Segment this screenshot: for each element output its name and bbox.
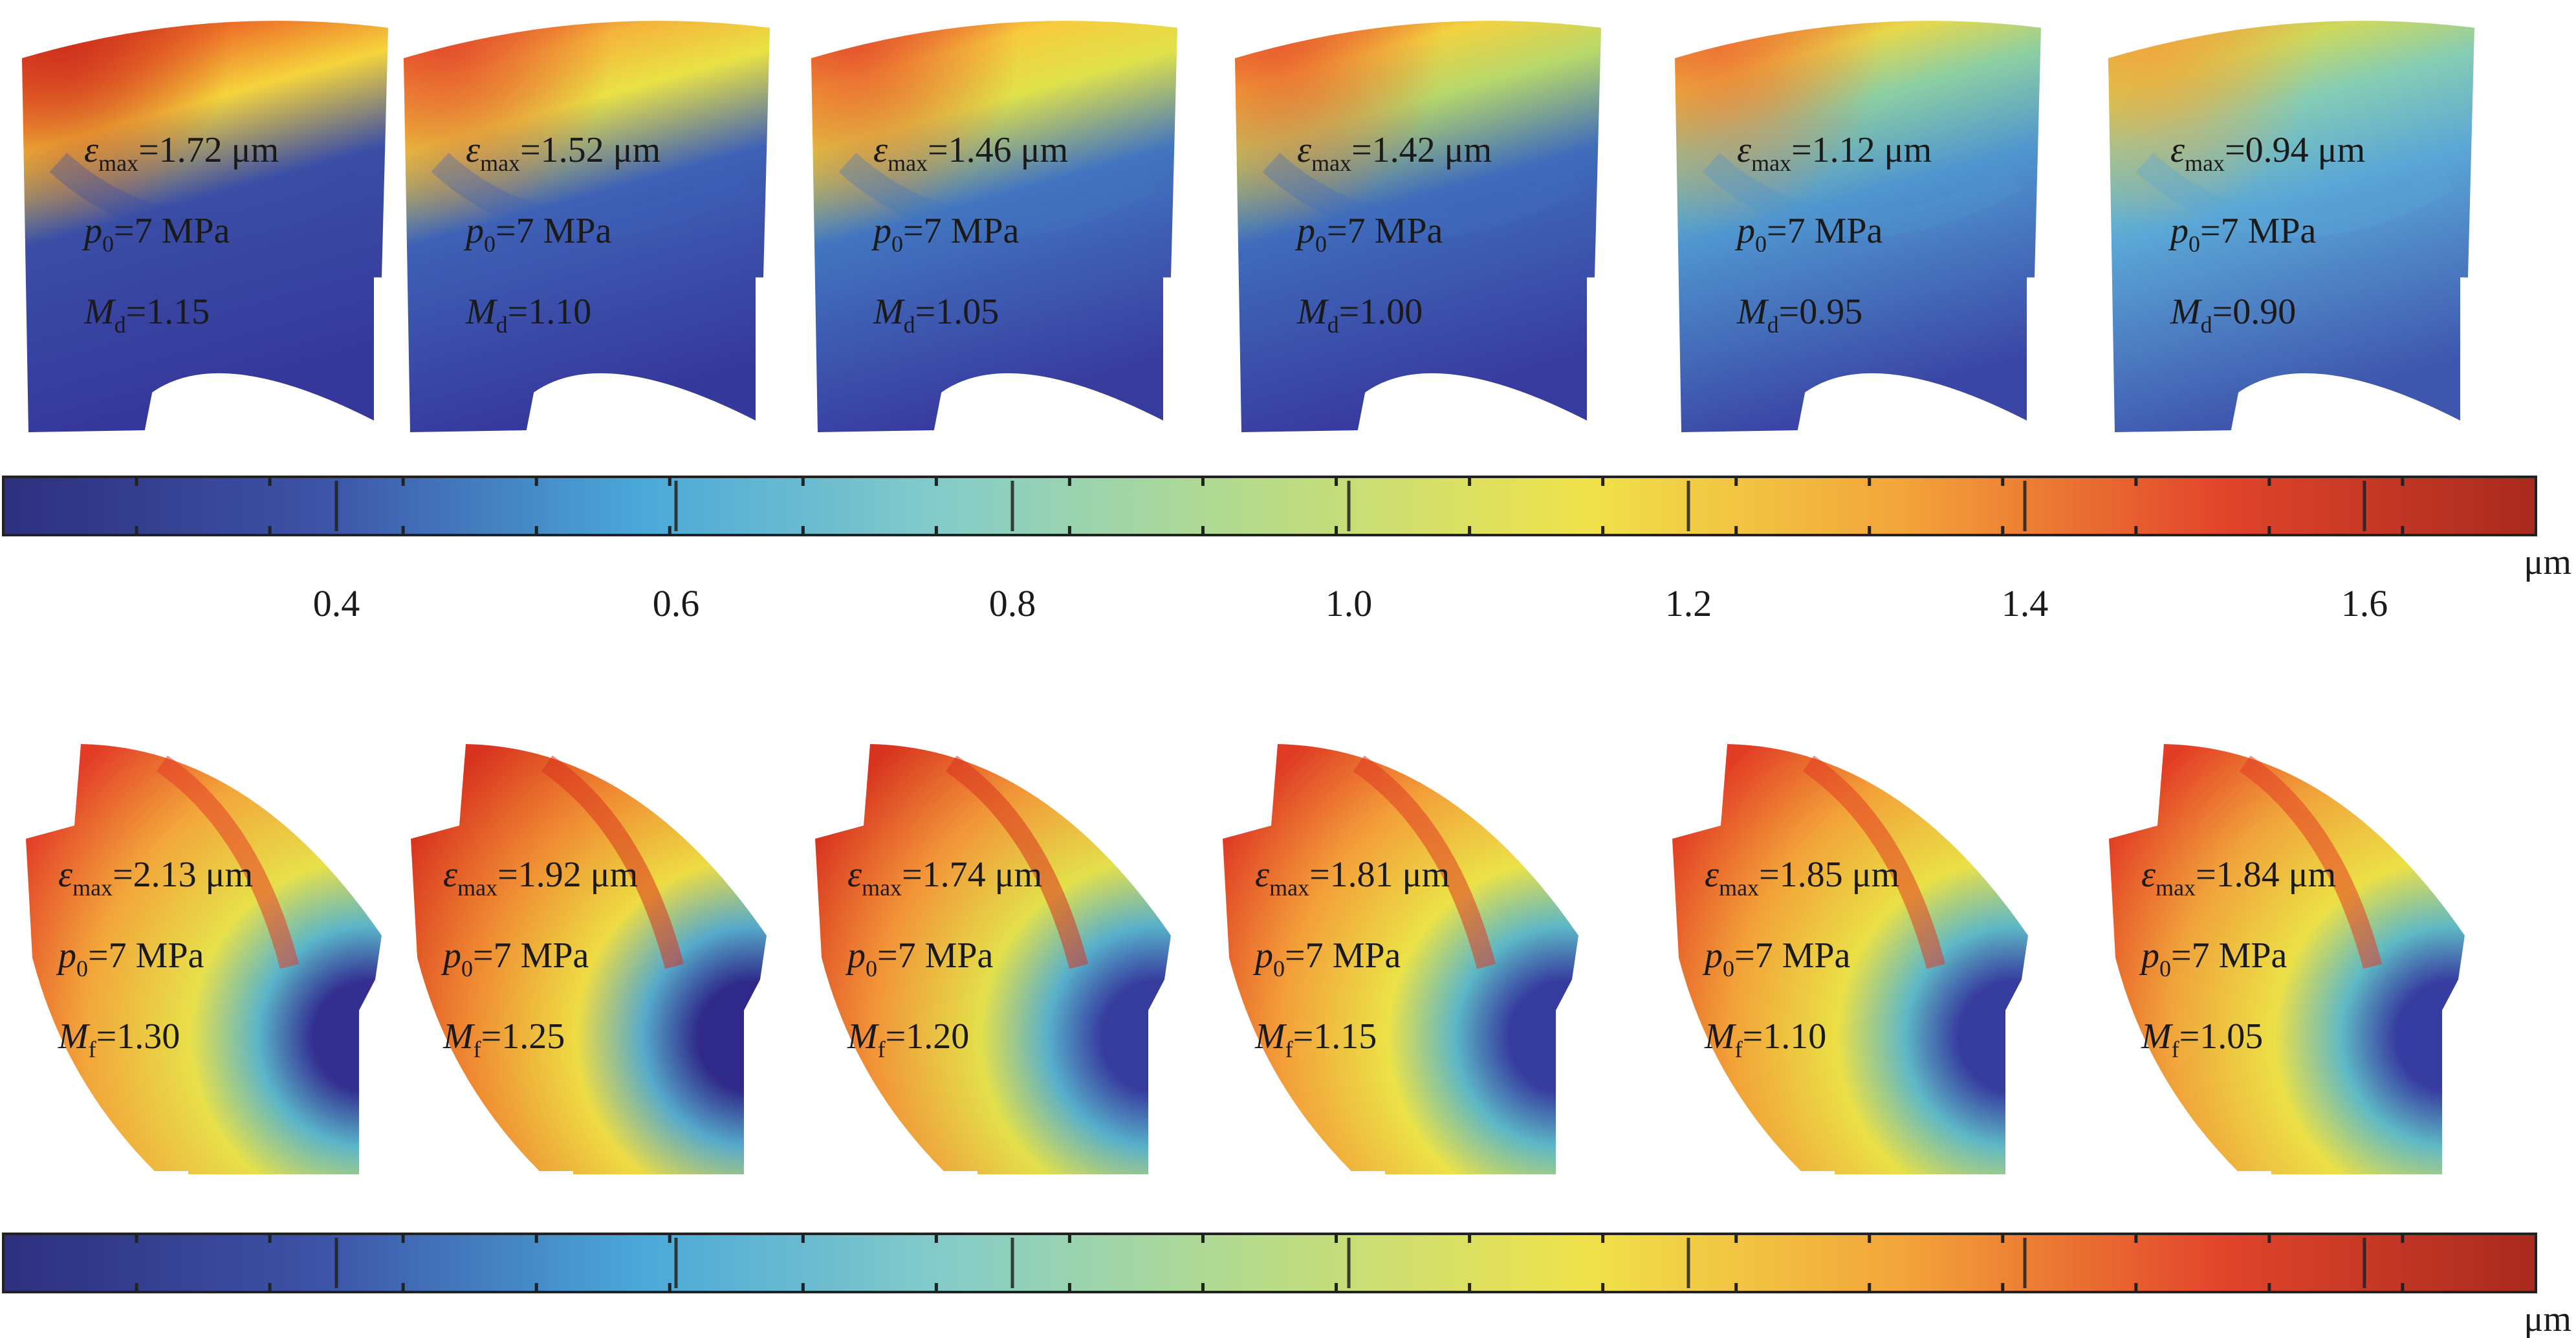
top-panel-2-band — [431, 153, 750, 237]
top-panel-2-hotspot — [404, 21, 770, 432]
bottom-panel-6-ridge — [2239, 755, 2383, 969]
top-panel-5-band — [1702, 153, 2022, 237]
bottom-panel-6-section — [2109, 744, 2465, 1174]
top-panel-1-band — [49, 153, 369, 237]
top-colorbar-tick-label: 0.6 — [653, 582, 700, 624]
bottom-panel-4-ridge — [1353, 755, 1496, 969]
top-panel-4-m-label: Md=1.00 — [1296, 292, 1423, 338]
bottom-panel-1-section — [26, 744, 382, 1174]
bottom-panel-6-pressure-label: p0=7 MPa — [2139, 936, 2287, 982]
top-panel-2-pressure-label: p0=7 MPa — [463, 211, 612, 257]
top-panel-1-eps-max-label: εmax=1.72 μm — [84, 130, 279, 176]
top-panel-3-band — [838, 153, 1158, 237]
bottom-panel-2-section — [411, 744, 767, 1174]
bottom-panel-5: εmax=1.85 μm p0=7 MPa Mf=1.10 — [1672, 744, 2028, 1174]
top-panel-1-hotspot — [22, 21, 388, 432]
bottom-panel-3-pressure-label: p0=7 MPa — [845, 936, 994, 982]
top-colorbar: 0.4 0.6 0.8 1.0 1.2 1.4 1.6 μm — [2, 476, 2571, 624]
bottom-panel-1: εmax=2.13 μm p0=7 MPa Mf=1.30 — [26, 744, 382, 1174]
bottom-panel-5-eps-max-label: εmax=1.85 μm — [1705, 855, 1899, 901]
bottom-panel-5-section — [1672, 744, 2028, 1174]
top-panel-6-m-label: Md=0.90 — [2170, 292, 2296, 338]
top-panel-5-m-label: Md=0.95 — [1736, 292, 1862, 338]
bottom-panel-2: εmax=1.92 μm p0=7 MPa Mf=1.25 — [411, 744, 767, 1174]
bottom-panel-6: εmax=1.84 μm p0=7 MPa Mf=1.05 — [2109, 744, 2465, 1174]
top-panel-4-band — [1262, 153, 1582, 237]
bottom-panel-6-m-label: Mf=1.05 — [2141, 1016, 2263, 1062]
top-panel-6-band — [2135, 153, 2455, 237]
top-colorbar-tick-label: 0.8 — [989, 582, 1036, 624]
top-panel-3-eps-max-label: εmax=1.46 μm — [873, 130, 1068, 176]
bottom-panel-5-m-label: Mf=1.10 — [1704, 1016, 1826, 1062]
top-colorbar-tick-label: 1.2 — [1665, 582, 1712, 624]
top-panel-5-eps-max-label: εmax=1.12 μm — [1737, 130, 1932, 176]
bottom-colorbar-unit-label: μm — [2524, 1299, 2571, 1338]
top-panel-5: εmax=1.12 μm p0=7 MPa Md=0.95 — [1675, 21, 2041, 432]
bottom-panel-6-eps-max-label: εmax=1.84 μm — [2141, 855, 2336, 901]
bottom-panel-4-section — [1223, 744, 1578, 1174]
bottom-panel-5-pressure-label: p0=7 MPa — [1702, 936, 1851, 982]
bottom-panel-2-eps-max-label: εmax=1.92 μm — [443, 855, 638, 901]
top-panel-3-m-label: Md=1.05 — [873, 292, 999, 338]
top-panel-3-pressure-label: p0=7 MPa — [871, 211, 1020, 257]
bottom-panel-3-section — [815, 744, 1171, 1174]
top-panel-3: εmax=1.46 μm p0=7 MPa Md=1.05 — [811, 21, 1177, 432]
bottom-panel-3-eps-max-label: εmax=1.74 μm — [847, 855, 1042, 901]
top-colorbar-unit-label: μm — [2524, 542, 2571, 582]
top-panel-2-eps-max-label: εmax=1.52 μm — [466, 130, 660, 176]
top-colorbar-tick-label: 1.0 — [1326, 582, 1373, 624]
top-panel-3-hotspot — [811, 21, 1177, 432]
top-colorbar-tick-label: 1.4 — [2002, 582, 2049, 624]
top-panel-4-hotspot — [1235, 21, 1601, 432]
bottom-panel-1-eps-max-label: εmax=2.13 μm — [58, 855, 253, 901]
bottom-panel-3: εmax=1.74 μm p0=7 MPa Mf=1.20 — [815, 744, 1171, 1174]
bottom-panel-2-pressure-label: p0=7 MPa — [441, 936, 589, 982]
bottom-panel-4: εmax=1.81 μm p0=7 MPa Mf=1.15 — [1223, 744, 1578, 1174]
bottom-panel-3-m-label: Mf=1.20 — [847, 1016, 969, 1062]
top-colorbar-tick-label: 0.4 — [313, 582, 360, 624]
top-panel-1-pressure-label: p0=7 MPa — [82, 211, 230, 257]
top-panel-6: εmax=0.94 μm p0=7 MPa Md=0.90 — [2108, 21, 2474, 432]
top-panel-5-pressure-label: p0=7 MPa — [1734, 211, 1883, 257]
top-panel-5-hotspot — [1675, 21, 2041, 432]
bottom-panel-2-m-label: Mf=1.25 — [442, 1016, 565, 1062]
bottom-panel-1-m-label: Mf=1.30 — [58, 1016, 180, 1062]
top-row-panels: εmax=1.72 μm p0=7 MPa Md=1.15 εmax=1.52 μm p… — [22, 21, 2474, 432]
top-panel-6-pressure-label: p0=7 MPa — [2168, 211, 2317, 257]
bottom-colorbar-gradient — [2, 1233, 2537, 1293]
top-panel-4-eps-max-label: εmax=1.42 μm — [1297, 130, 1492, 176]
bottom-panel-3-ridge — [945, 755, 1089, 969]
top-panel-2: εmax=1.52 μm p0=7 MPa Md=1.10 — [404, 21, 770, 432]
bottom-colorbar: 1.01.21.41.61.82.02.2μm — [2, 1233, 2571, 1338]
top-panel-4-pressure-label: p0=7 MPa — [1294, 211, 1443, 257]
bottom-panel-4-pressure-label: p0=7 MPa — [1252, 936, 1401, 982]
bottom-panel-1-pressure-label: p0=7 MPa — [56, 936, 204, 982]
top-panel-6-eps-max-label: εmax=0.94 μm — [2170, 130, 2365, 176]
bottom-row-panels: εmax=2.13 μm p0=7 MPa Mf=1.30 εmax=1.92 μm p… — [26, 744, 2465, 1174]
top-panel-4: εmax=1.42 μm p0=7 MPa Md=1.00 — [1235, 21, 1601, 432]
top-colorbar-tick-label: 1.6 — [2341, 582, 2388, 624]
top-panel-2-m-label: Md=1.10 — [465, 292, 591, 338]
bottom-panel-5-ridge — [1802, 755, 1946, 969]
top-panel-1-m-label: Md=1.15 — [83, 292, 210, 338]
top-colorbar-gradient — [2, 476, 2537, 536]
bottom-panel-4-m-label: Mf=1.15 — [1254, 1016, 1377, 1062]
bottom-panel-2-ridge — [541, 755, 684, 969]
bottom-panel-4-eps-max-label: εmax=1.81 μm — [1255, 855, 1450, 901]
top-panel-1: εmax=1.72 μm p0=7 MPa Md=1.15 — [22, 21, 388, 432]
bottom-panel-1-ridge — [156, 755, 300, 969]
top-panel-6-hotspot — [2108, 21, 2474, 432]
